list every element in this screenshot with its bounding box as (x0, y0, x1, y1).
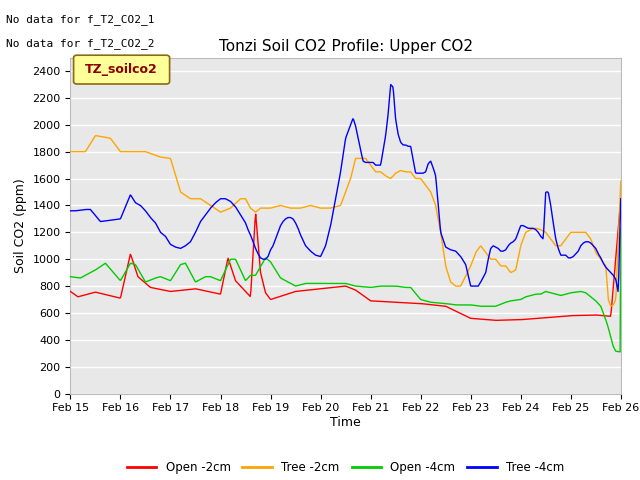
X-axis label: Time: Time (330, 416, 361, 429)
Text: No data for f_T2_CO2_2: No data for f_T2_CO2_2 (6, 38, 155, 49)
Text: No data for f_T2_CO2_1: No data for f_T2_CO2_1 (6, 14, 155, 25)
Legend: Open -2cm, Tree -2cm, Open -4cm, Tree -4cm: Open -2cm, Tree -2cm, Open -4cm, Tree -4… (122, 456, 569, 479)
Text: TZ_soilco2: TZ_soilco2 (85, 63, 158, 76)
Y-axis label: Soil CO2 (ppm): Soil CO2 (ppm) (14, 178, 27, 273)
Title: Tonzi Soil CO2 Profile: Upper CO2: Tonzi Soil CO2 Profile: Upper CO2 (219, 39, 472, 54)
